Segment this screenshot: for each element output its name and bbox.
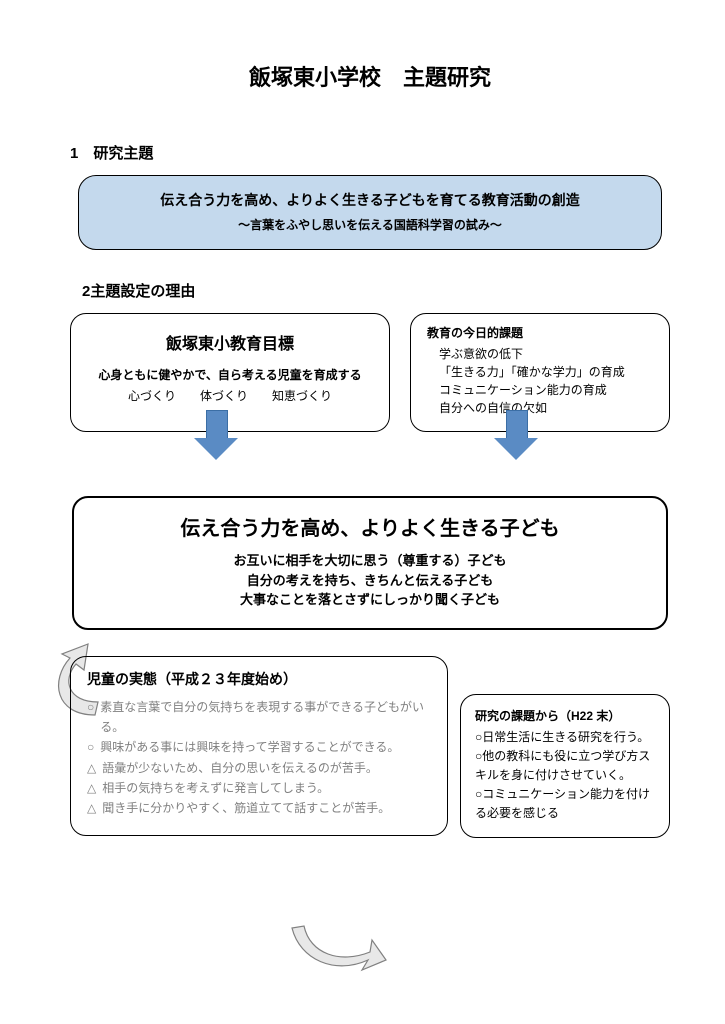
reality-mark: △ [87,758,96,778]
issues-item: 学ぶ意欲の低下 [427,345,653,363]
result-box: 伝え合う力を高め、よりよく生きる子ども お互いに相手を大切に思う（尊重する）子ど… [72,496,668,630]
research-box: 研究の課題から（H22 末） ○日常生活に生きる研究を行う。 ○他の教科にも役に… [460,694,670,839]
reality-text: 語彙が少ないため、自分の思いを伝えるのが苦手。 [102,758,378,778]
reality-item: △ 語彙が少ないため、自分の思いを伝えるのが苦手。 [87,758,431,778]
reality-box: 児童の実態（平成２３年度始め） ○素直な言葉で自分の気持ちを表現する事ができる子… [70,656,448,836]
section1-heading: 1 研究主題 [70,142,670,163]
issues-item: 自分への自信の欠如 [427,399,653,417]
reality-text: 興味がある事には興味を持って学習することができる。 [100,737,399,757]
goal-box: 飯塚東小教育目標 心身ともに健やかで、自ら考える児童を育成する 心づくり 体づく… [70,313,390,432]
result-title: 伝え合う力を高め、よりよく生きる子ども [94,512,646,541]
section2-heading: 2主題設定の理由 [82,280,670,301]
reality-item: △ 聞き手に分かりやすく、筋道立てて話すことが苦手。 [87,798,431,818]
arrow-down-icon [498,438,542,490]
result-line: 自分の考えを持ち、きちんと伝える子ども [94,571,646,591]
result-line: 大事なことを落とさずにしっかり聞く子ども [94,590,646,610]
reality-item: ○ 興味がある事には興味を持って学習することができる。 [87,737,431,757]
research-item: ○コミュニケーション能力を付ける必要を感じる [475,785,655,823]
issues-item: 「生きる力」「確かな学力」の育成 [427,363,653,381]
research-item: ○他の教科にも役に立つ学び方スキルを身に付けさせていく。 [475,747,655,785]
arrow-down-icon [198,438,242,490]
research-title: 研究の課題から（H22 末） [475,707,655,724]
goal-title: 飯塚東小教育目標 [89,330,371,354]
theme-box: 伝え合う力を高め、よりよく生きる子どもを育てる教育活動の創造 ～言葉をふやし思い… [78,175,662,250]
reality-text: 聞き手に分かりやすく、筋道立てて話すことが苦手。 [102,798,390,818]
row-goal-issues: 飯塚東小教育目標 心身ともに健やかで、自ら考える児童を育成する 心づくり 体づく… [70,313,670,432]
reality-text: 相手の気持ちを考えずに発言してしまう。 [102,778,329,798]
reality-text: 素直な言葉で自分の気持ちを表現する事ができる子どもがいる。 [100,697,431,738]
research-item: ○日常生活に生きる研究を行う。 [475,728,655,747]
issues-title: 教育の今日的課題 [427,324,653,341]
reality-mark: △ [87,778,96,798]
arrows-row [70,432,670,496]
reality-mark: △ [87,798,96,818]
reality-title: 児童の実態（平成２３年度始め） [87,669,431,689]
document-title: 飯塚東小学校 主題研究 [70,60,670,92]
goal-line2: 心づくり 体づくり 知恵づくり [89,387,371,404]
result-line: お互いに相手を大切に思う（尊重する）子ども [94,551,646,571]
issues-item: コミュニケーション能力の育成 [427,381,653,399]
theme-main-text: 伝え合う力を高め、よりよく生きる子どもを育てる教育活動の創造 [97,190,643,210]
issues-box: 教育の今日的課題 学ぶ意欲の低下 「生きる力」「確かな学力」の育成 コミュニケー… [410,313,670,432]
reality-item: ○素直な言葉で自分の気持ちを表現する事ができる子どもがいる。 [87,697,431,738]
reality-item: △ 相手の気持ちを考えずに発言してしまう。 [87,778,431,798]
goal-line1: 心身ともに健やかで、自ら考える児童を育成する [89,366,371,383]
curved-arrow-icon [280,920,390,990]
theme-sub-text: ～言葉をふやし思いを伝える国語科学習の試み～ [97,216,643,233]
reality-mark: ○ [87,737,94,757]
bottom-row: 児童の実態（平成２３年度始め） ○素直な言葉で自分の気持ちを表現する事ができる子… [70,656,670,839]
reality-mark: ○ [87,697,94,738]
